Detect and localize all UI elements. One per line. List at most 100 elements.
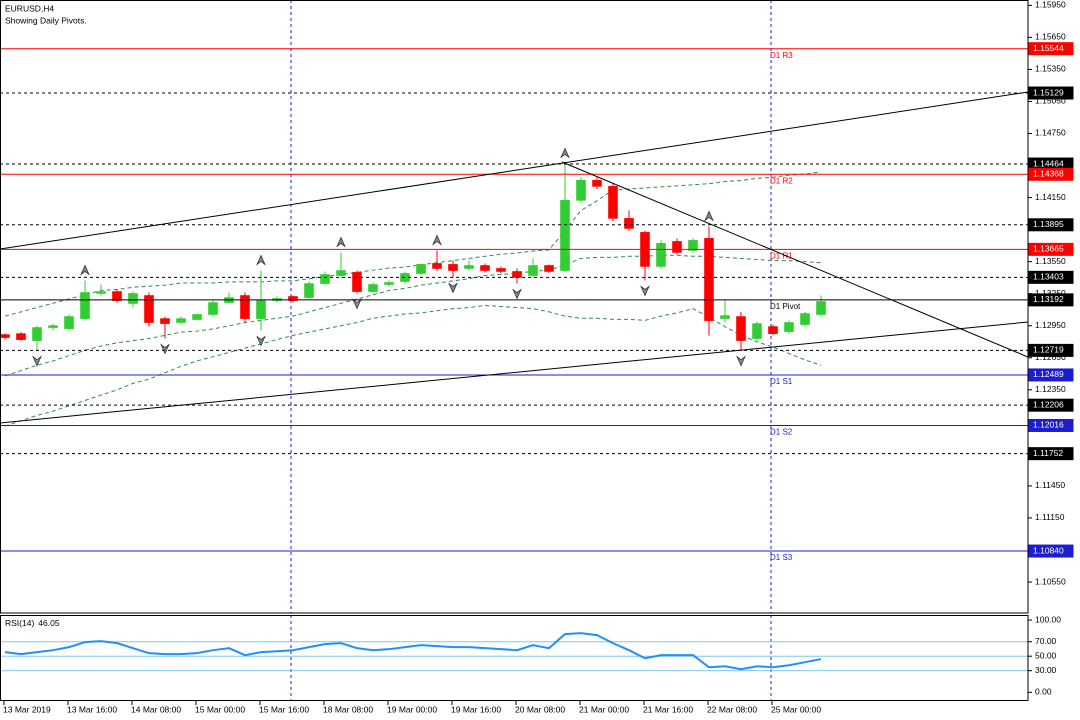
rsi-frame xyxy=(0,615,1029,701)
candle-body xyxy=(80,292,90,319)
y-tick-label: 1.10550 xyxy=(1035,576,1066,586)
candle-body xyxy=(560,200,570,271)
candle-body xyxy=(512,271,522,278)
axes: 1.15950 1.15650 1.15350 1.15050 1.14750 1.141… xyxy=(3,0,1074,714)
level-label: 1.12719 xyxy=(1033,345,1064,355)
x-tick-label: 18 Mar 08:00 xyxy=(323,704,373,714)
candle-body xyxy=(464,265,474,269)
candle-body xyxy=(176,318,186,323)
level-label: 1.14464 xyxy=(1033,158,1064,168)
candle-body xyxy=(592,179,602,187)
fractal-down xyxy=(32,355,42,367)
level-label: 1.13665 xyxy=(1033,244,1064,254)
candle-body xyxy=(352,272,362,292)
candle-body xyxy=(576,179,586,201)
y-tick-label: 1.15050 xyxy=(1035,96,1066,106)
candle-body xyxy=(112,291,122,301)
candle-body xyxy=(736,316,746,341)
level-box xyxy=(1028,418,1074,432)
fractal-up xyxy=(432,234,442,246)
level-box xyxy=(1028,343,1074,357)
level-label: 1.13895 xyxy=(1033,219,1064,229)
candle-body xyxy=(128,293,138,304)
candle-body xyxy=(304,283,314,298)
candle-body xyxy=(448,264,458,271)
candle-body xyxy=(16,333,26,340)
y-tick-label: 0.00 xyxy=(1035,687,1052,697)
candle-body xyxy=(32,327,42,341)
y-tick-label: 1.11150 xyxy=(1035,512,1065,522)
fractal-up xyxy=(336,236,346,248)
fractal-down xyxy=(736,355,746,367)
level-box xyxy=(1028,218,1074,232)
candle-body xyxy=(656,243,666,267)
rsi-label: RSI(14) 46.05 xyxy=(5,618,60,628)
x-tick-label: 19 Mar 16:00 xyxy=(451,704,501,714)
trend-line xyxy=(561,161,1028,358)
fractal-up xyxy=(256,254,266,266)
candle-body xyxy=(48,325,58,328)
candle-body xyxy=(528,265,538,276)
x-tick-label: 25 Mar 00:00 xyxy=(771,704,821,714)
level-label: 1.12206 xyxy=(1033,399,1064,409)
y-tick-label: 30.00 xyxy=(1035,665,1057,675)
level-label: 1.12489 xyxy=(1033,369,1064,379)
y-tick-label: 1.15350 xyxy=(1035,64,1066,74)
fractal-down xyxy=(640,285,650,297)
candle-body xyxy=(96,291,106,294)
candle-body xyxy=(160,318,170,324)
level-name: D1 R2 xyxy=(770,176,793,185)
y-tick-label: 1.12650 xyxy=(1035,352,1066,362)
level-label: 1.11752 xyxy=(1033,448,1063,458)
candle-body xyxy=(768,326,778,334)
level-name: D1 R1 xyxy=(770,251,793,260)
level-box xyxy=(1028,447,1074,461)
level-box xyxy=(1028,544,1074,558)
y-tick-label: 1.13550 xyxy=(1035,256,1066,266)
x-tick-label: 13 Mar 2019 xyxy=(3,704,51,714)
band-line xyxy=(4,304,822,427)
candle-body xyxy=(496,268,506,272)
candle-body xyxy=(416,264,426,274)
trend-line xyxy=(0,321,1028,424)
level-label: 1.13192 xyxy=(1033,294,1064,304)
band-line xyxy=(4,171,822,317)
fractal-down xyxy=(256,335,266,347)
candle-body xyxy=(752,323,762,339)
level-box xyxy=(1028,42,1074,56)
level-label: 1.15129 xyxy=(1033,87,1064,97)
x-tick-label: 21 Mar 00:00 xyxy=(579,704,629,714)
level-box xyxy=(1028,167,1074,181)
x-tick-label: 22 Mar 08:00 xyxy=(707,704,757,714)
level-name: D1 S1 xyxy=(770,377,793,386)
fractal-down xyxy=(448,282,458,294)
candle-body xyxy=(704,238,714,321)
x-tick-label: 20 Mar 08:00 xyxy=(515,704,565,714)
chart-subtitle: Showing Daily Pivots. xyxy=(5,15,87,25)
y-tick-label: 1.13250 xyxy=(1035,288,1066,298)
candle-body xyxy=(672,241,682,253)
x-tick-label: 15 Mar 00:00 xyxy=(195,704,245,714)
candle-body xyxy=(368,284,378,292)
candle-body xyxy=(192,314,202,320)
level-label: 1.10840 xyxy=(1033,545,1064,555)
candle-body xyxy=(784,322,794,332)
fractal-up xyxy=(704,210,714,222)
x-tick-label: 21 Mar 16:00 xyxy=(643,704,693,714)
rsi-name: RSI(14) xyxy=(5,618,34,628)
level-box xyxy=(1028,86,1074,100)
x-tick-label: 13 Mar 16:00 xyxy=(67,704,117,714)
y-tick-label: 70.00 xyxy=(1035,636,1057,646)
candle-body xyxy=(320,274,330,284)
candle-body xyxy=(624,218,634,229)
level-name: D1 R3 xyxy=(770,51,793,60)
level-box xyxy=(1028,293,1074,307)
rsi-line xyxy=(4,632,822,671)
y-tick-label: 1.14750 xyxy=(1035,128,1066,138)
y-tick-label: 1.15650 xyxy=(1035,32,1066,42)
trend-lines xyxy=(0,91,1028,424)
candle-body xyxy=(816,301,826,315)
y-tick-label: 100.00 xyxy=(1035,614,1061,624)
